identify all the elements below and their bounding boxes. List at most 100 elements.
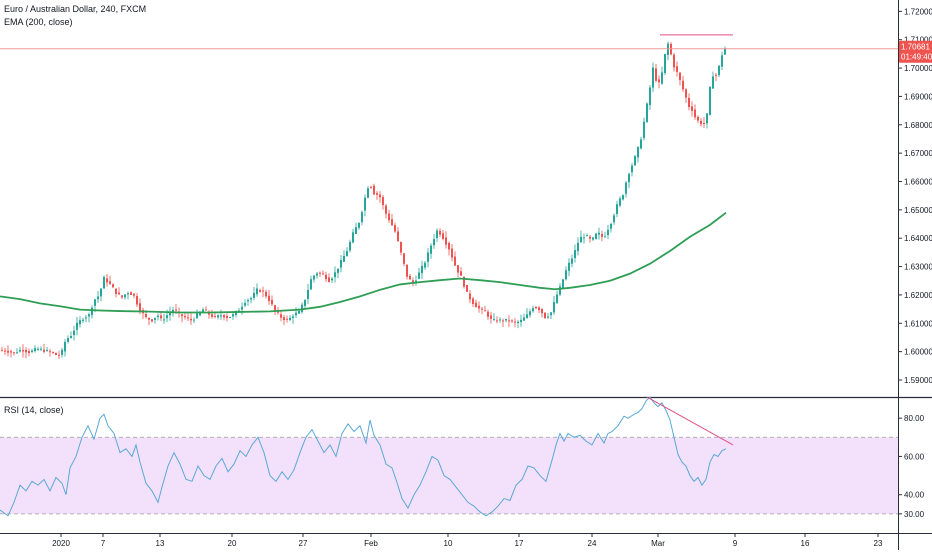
candle-body	[19, 349, 21, 352]
candle	[484, 305, 486, 312]
candle-body	[463, 276, 465, 287]
candle	[694, 104, 696, 120]
price-tick-label: 1.63000	[904, 263, 932, 272]
candle-body	[388, 213, 390, 221]
candle-body	[625, 182, 627, 194]
candle-body	[469, 293, 471, 300]
candle	[52, 351, 54, 354]
candle-body	[565, 270, 567, 280]
candle-body	[175, 309, 177, 311]
candle-body	[28, 350, 30, 354]
price-badge-bg	[899, 40, 932, 63]
candle-body	[682, 80, 684, 90]
candle-body	[52, 352, 54, 354]
candle-body	[439, 230, 441, 235]
candle	[160, 312, 162, 321]
candle	[574, 244, 576, 263]
candle	[133, 293, 135, 299]
candle-body	[214, 315, 216, 317]
candle	[535, 305, 537, 310]
candle-body	[106, 278, 108, 283]
candle-body	[472, 298, 474, 305]
candle	[715, 72, 717, 82]
candle	[655, 63, 657, 83]
candle-body	[34, 348, 36, 352]
candle-body	[397, 231, 399, 242]
candle-body	[379, 194, 381, 198]
candle-body	[481, 308, 483, 310]
candle	[475, 299, 477, 308]
candle-body	[355, 227, 357, 234]
candle	[601, 230, 603, 242]
candle	[508, 315, 510, 328]
ema-legend[interactable]: EMA (200, close)	[4, 17, 73, 27]
symbol-legend[interactable]: Euro / Australian Dollar, 240, FXCM	[4, 4, 147, 14]
price-tick-label: 1.65000	[904, 206, 932, 215]
candle-body	[166, 315, 168, 319]
candle	[427, 248, 429, 268]
candle	[331, 276, 333, 283]
candle-body	[109, 281, 111, 284]
candle-body	[409, 276, 411, 280]
candle-body	[646, 103, 648, 122]
candle-body	[694, 109, 696, 118]
candle	[685, 88, 687, 103]
time-tick-label: 20	[228, 539, 237, 548]
candle-body	[310, 279, 312, 290]
candle-body	[292, 316, 294, 319]
candle-body	[496, 320, 498, 322]
candle	[658, 75, 660, 89]
candle-body	[184, 315, 186, 318]
candle-body	[250, 298, 252, 300]
candle-body	[448, 242, 450, 250]
candle-body	[583, 237, 585, 239]
candle	[85, 314, 87, 323]
candle-body	[262, 290, 264, 292]
candle-body	[16, 352, 18, 354]
candle-body	[172, 309, 174, 313]
candle-body	[637, 146, 639, 158]
candle-body	[40, 348, 42, 350]
price-axis-ticks: 1.72000 1.71000 1.70000 1.69000 1.68000 1.670…	[898, 7, 932, 385]
candle	[589, 235, 591, 243]
candle-body	[79, 320, 81, 325]
candle	[481, 306, 483, 315]
candle	[550, 311, 552, 319]
price-tick-label: 1.71000	[904, 36, 932, 45]
candle	[376, 191, 378, 200]
candle-body	[442, 233, 444, 239]
rsi-legend[interactable]: RSI (14, close)	[4, 405, 64, 415]
price-tick-label: 1.59000	[904, 376, 932, 385]
candle	[250, 296, 252, 304]
candle-body	[436, 230, 438, 238]
candle	[487, 309, 489, 320]
price-badge-value: 1.70681	[901, 43, 930, 52]
candle-body	[595, 233, 597, 239]
candle	[622, 194, 624, 201]
candle-body	[91, 307, 93, 316]
candle	[592, 236, 594, 241]
candle	[442, 229, 444, 241]
candle-body	[271, 299, 273, 305]
candle	[265, 289, 267, 299]
candle-body	[139, 303, 141, 312]
candle-body	[517, 321, 519, 324]
candle	[43, 343, 45, 354]
candle-body	[640, 139, 642, 149]
candle-body	[700, 120, 702, 125]
candle-body	[190, 318, 192, 321]
candle	[301, 302, 303, 314]
candle	[529, 308, 531, 318]
candle	[499, 317, 501, 323]
candle-body	[4, 350, 6, 352]
candle	[460, 267, 462, 276]
candle	[541, 308, 543, 318]
time-tick-label: 10	[444, 539, 453, 548]
candle	[652, 62, 654, 92]
time-tick-label: 2020	[52, 539, 70, 548]
candle-body	[634, 156, 636, 166]
candle	[70, 331, 72, 339]
candle	[103, 275, 105, 289]
